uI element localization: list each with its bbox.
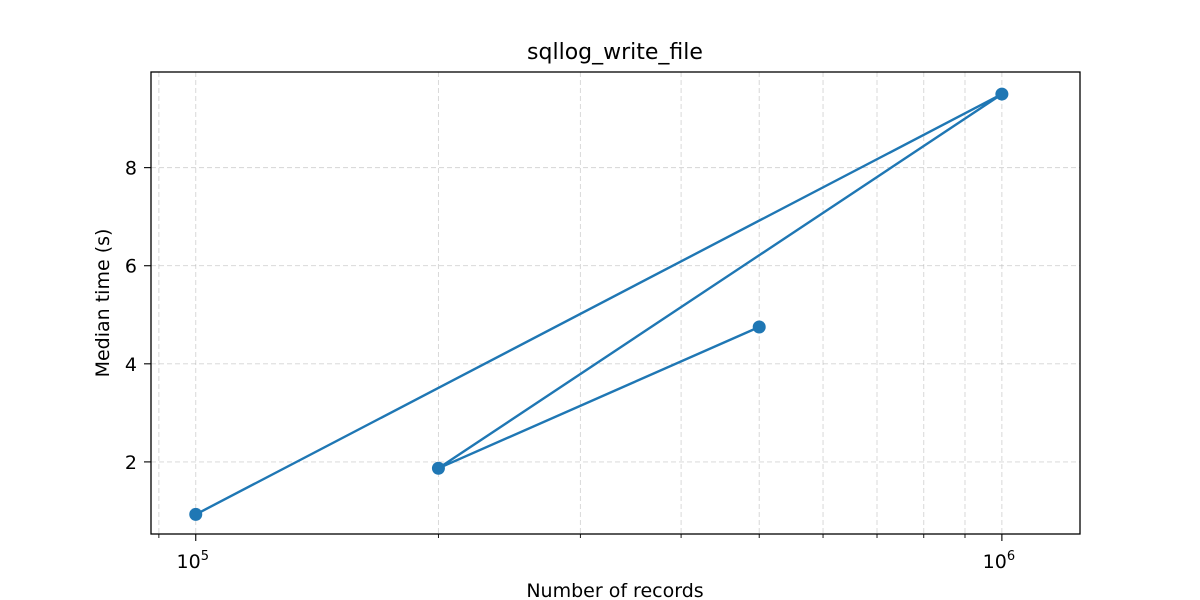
x-axis-label: Number of records	[526, 580, 703, 600]
data-point	[752, 320, 766, 334]
y-tick-label: 6	[125, 256, 137, 278]
x-tick-label: 105	[177, 549, 209, 573]
series	[189, 87, 1009, 521]
x-minor-ticks	[158, 534, 966, 538]
y-tick-label: 2	[125, 452, 137, 474]
grid	[151, 72, 1080, 534]
data-point	[995, 87, 1009, 101]
y-tick-label: 8	[125, 158, 137, 180]
axis-ticks: 105 106 2 4 6 8	[125, 158, 1015, 573]
plot-frame	[150, 71, 1081, 535]
data-point	[189, 507, 203, 521]
data-point	[431, 461, 445, 475]
x-tick-label: 106	[983, 549, 1015, 573]
y-tick-label: 4	[125, 354, 137, 376]
series-line	[195, 92, 1004, 516]
chart-title: sqllog_write_file	[527, 40, 703, 65]
y-axis-label: Median time (s)	[92, 229, 114, 378]
